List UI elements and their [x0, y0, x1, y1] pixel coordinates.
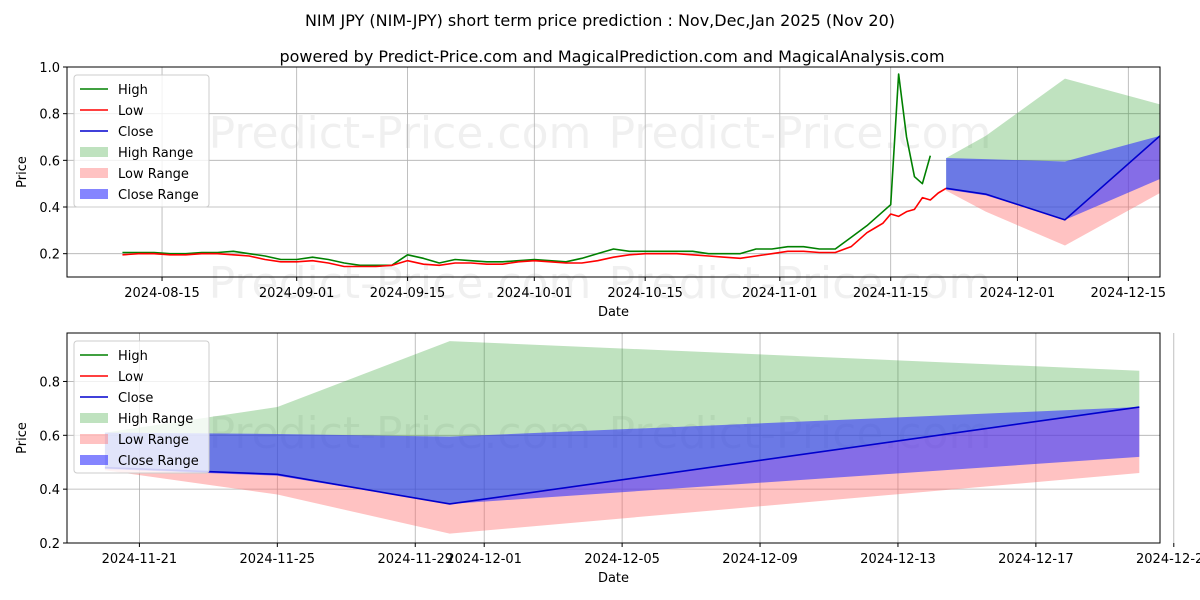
x-tick-label: 2024-11-25	[240, 552, 316, 567]
watermark-text: Predict-Price.com	[609, 258, 992, 309]
legend-label: High	[118, 349, 148, 364]
series-lines	[122, 73, 1161, 268]
legend-label: Low Range	[118, 167, 189, 182]
close-range-legend-swatch	[80, 455, 108, 465]
high-range-legend-swatch	[80, 147, 108, 157]
legend-label: Low	[118, 370, 144, 385]
y-tick-label: 0.4	[39, 483, 60, 498]
axes: 2024-08-15 2024-09-01 2024-09-15 2024-10-01…	[15, 61, 1166, 320]
axes: 2024-11-21 2024-11-25 2024-11-292024-12-01…	[15, 332, 1200, 586]
x-axis-label: Date	[598, 571, 629, 586]
x-tick-label: 2024-11-29	[377, 552, 453, 567]
x-tick-label: 2024-11-01	[742, 286, 818, 301]
legend-label: Close Range	[118, 454, 199, 469]
x-tick-label: 2024-12-21	[1136, 552, 1200, 567]
legend-box	[73, 340, 210, 474]
y-tick-label: 0.2	[39, 537, 60, 552]
x-tick-label: 2024-10-01	[497, 286, 573, 301]
y-tick-label: 0.2	[39, 248, 60, 263]
chart-subtitle: powered by Predict-Price.com and Magical…	[279, 47, 944, 66]
watermark-group: Predict-Price.com Predict-Price.com Predic…	[209, 108, 992, 309]
plot-frame	[66, 332, 1161, 544]
legend-label: Close	[118, 125, 153, 140]
x-tick-label: 2024-12-01	[446, 552, 522, 567]
y-tick-label: 0.4	[39, 201, 60, 216]
close-line	[946, 135, 1161, 221]
x-tick-label: 2024-09-01	[259, 286, 335, 301]
legend-box	[73, 74, 210, 208]
legend-label: High Range	[118, 412, 193, 427]
legend-label: Low	[118, 104, 144, 119]
legend: High Low Close High Range Low Range Close Ran…	[73, 74, 210, 208]
top-panel: Predict-Price.com Predict-Price.com Predic…	[15, 61, 1166, 320]
legend-label: High	[118, 83, 148, 98]
x-tick-label: 2024-12-15	[1091, 286, 1167, 301]
x-tick-label: 2024-11-21	[102, 552, 178, 567]
high-range-legend-swatch	[80, 413, 108, 423]
x-tick-label: 2024-10-15	[607, 286, 683, 301]
y-tick-label: 0.6	[39, 154, 60, 169]
low-range-band	[104, 407, 1140, 534]
low-range-band	[946, 135, 1160, 246]
low-range-legend-swatch	[80, 434, 108, 444]
x-tick-label: 2024-11-15	[853, 286, 929, 301]
x-tick-label: 2024-12-17	[998, 552, 1074, 567]
x-tick-label: 2024-12-01	[980, 286, 1056, 301]
low-range-legend-swatch	[80, 168, 108, 178]
low-line	[122, 187, 947, 268]
chart-title: NIM JPY (NIM-JPY) short term price predi…	[305, 11, 895, 30]
watermark-text: Predict-Price.com	[609, 108, 992, 159]
x-tick-label: 2024-08-15	[124, 286, 200, 301]
y-tick-label: 0.6	[39, 429, 60, 444]
legend-label: Close Range	[118, 188, 199, 203]
x-tick-label: 2024-12-09	[722, 552, 798, 567]
range-bands	[104, 341, 1140, 534]
y-tick-label: 0.8	[39, 375, 60, 390]
x-tick-label: 2024-12-05	[584, 552, 660, 567]
high-line	[122, 73, 932, 267]
legend: High Low Close High Range Low Range Close Ran…	[73, 340, 210, 474]
y-axis-label: Price	[15, 156, 30, 188]
x-tick-label: 2024-09-15	[370, 286, 446, 301]
watermark-text: Predict-Price.com	[209, 258, 592, 309]
legend-label: Close	[118, 391, 153, 406]
x-axis-label: Date	[598, 305, 629, 320]
legend-label: Low Range	[118, 433, 189, 448]
legend-label: High Range	[118, 146, 193, 161]
y-tick-label: 0.8	[39, 108, 60, 123]
y-tick-label: 1.0	[39, 61, 60, 76]
plot-frame	[66, 66, 1161, 278]
x-tick-label: 2024-12-13	[860, 552, 936, 567]
close-range-legend-swatch	[80, 189, 108, 199]
watermark-text: Predict-Price.com	[209, 108, 592, 159]
close-range-band	[104, 407, 1140, 504]
y-axis-label: Price	[15, 422, 30, 454]
